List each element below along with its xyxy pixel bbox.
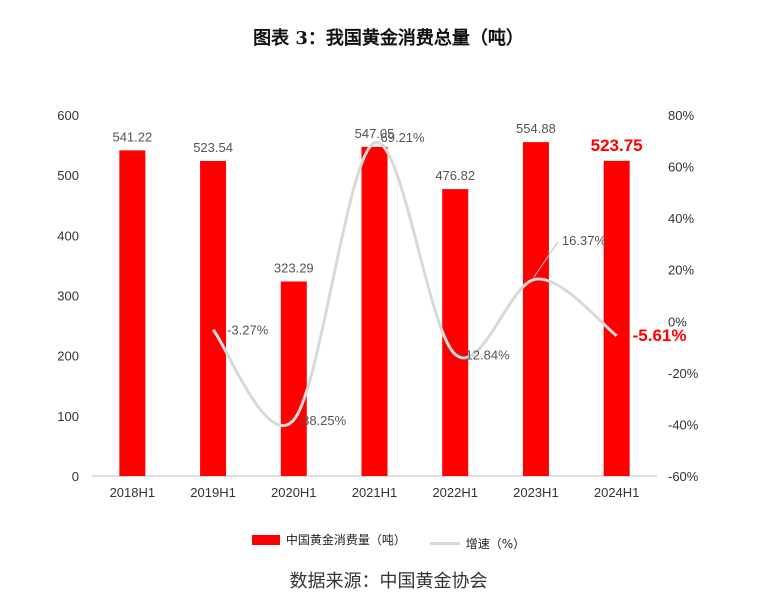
y-left-tick: 200 xyxy=(57,349,79,364)
legend-swatch-bar xyxy=(251,534,280,545)
legend-label-line: 增速（%） xyxy=(465,536,526,551)
y-left-tick: 400 xyxy=(57,228,79,243)
bar-value-label: 476.82 xyxy=(435,168,475,183)
bar xyxy=(522,142,549,476)
legend-swatch-line xyxy=(429,541,460,545)
growth-value-label: 16.37% xyxy=(562,233,607,248)
x-tick: 2018H1 xyxy=(110,485,156,500)
y-left-tick: 600 xyxy=(57,108,79,123)
bar xyxy=(280,281,307,476)
y-right-tick: 80% xyxy=(668,108,694,123)
bar-value-label: 541.22 xyxy=(112,129,152,144)
x-tick: 2023H1 xyxy=(513,485,559,500)
bar-value-label: 523.75 xyxy=(591,136,643,155)
bar xyxy=(200,161,227,477)
x-tick: 2022H1 xyxy=(432,485,478,500)
growth-value-label: -5.61% xyxy=(633,326,687,345)
legend: 中国黄金消费量（吨） 增速（%） xyxy=(0,531,777,552)
source-note: 数据来源：中国黄金协会 xyxy=(289,571,488,592)
bar-value-label: 554.88 xyxy=(516,121,556,136)
legend-item-bar: 中国黄金消费量（吨） xyxy=(251,531,406,548)
bar-value-label: 523.54 xyxy=(193,140,233,155)
y-left-tick: 300 xyxy=(57,289,79,304)
x-tick: 2021H1 xyxy=(352,485,398,500)
bar xyxy=(603,160,630,477)
y-left-tick: 0 xyxy=(72,469,79,484)
growth-value-label: -3.27% xyxy=(227,323,269,338)
bar xyxy=(119,150,146,476)
bar-value-label: 547.05 xyxy=(355,126,395,141)
growth-value-label: -38.25% xyxy=(298,413,347,428)
growth-value-label: 69.21% xyxy=(381,130,426,145)
y-right-tick: 0% xyxy=(668,314,687,329)
legend-item-line: 增速（%） xyxy=(429,535,526,552)
bar xyxy=(361,146,388,476)
bar-value-label: 323.29 xyxy=(274,260,314,275)
legend-label-bar: 中国黄金消费量（吨） xyxy=(285,533,406,547)
y-right-tick: 20% xyxy=(668,263,694,278)
growth-value-label: -12.84% xyxy=(461,347,510,362)
y-right-tick: -40% xyxy=(668,417,699,432)
y-left-tick: 500 xyxy=(57,168,79,183)
x-tick: 2019H1 xyxy=(190,485,236,500)
x-tick: 2020H1 xyxy=(271,485,317,500)
y-right-tick: 60% xyxy=(668,160,694,175)
chart-title: 图表 3：我国黄金消费总量（吨） xyxy=(253,28,524,49)
bar xyxy=(442,189,469,477)
y-right-tick: 40% xyxy=(668,211,694,226)
growth-line xyxy=(211,141,618,427)
y-right-tick: -20% xyxy=(668,366,699,381)
y-left-tick: 100 xyxy=(57,409,79,424)
growth-label-leader xyxy=(533,241,559,278)
x-tick: 2024H1 xyxy=(594,485,640,500)
y-right-tick: -60% xyxy=(668,469,699,484)
